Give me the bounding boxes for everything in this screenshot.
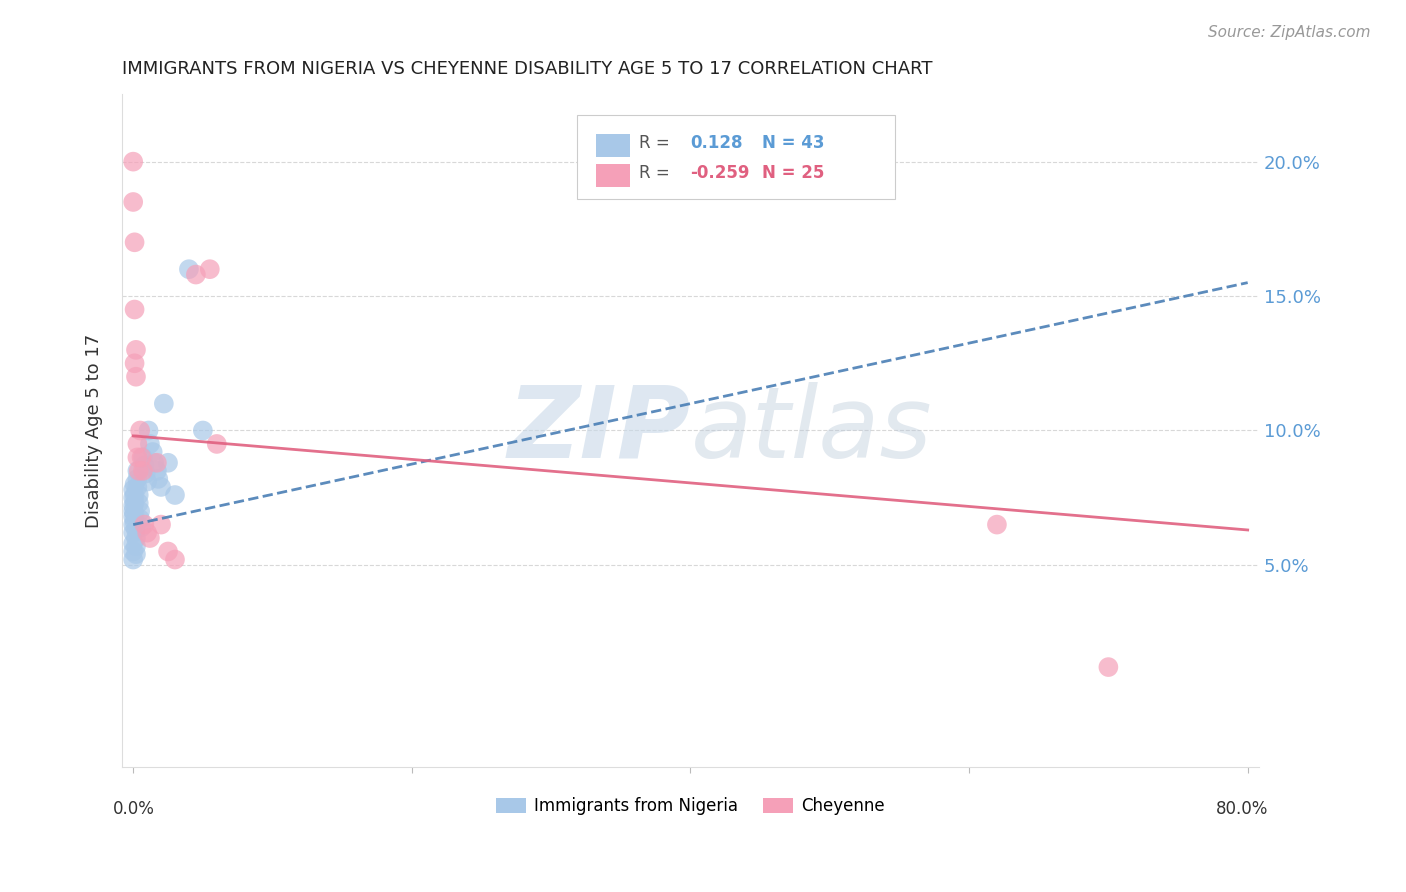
Text: 0.128: 0.128	[690, 135, 742, 153]
Point	[122, 517, 145, 532]
Point	[198, 262, 221, 277]
Point	[142, 445, 165, 459]
Point	[146, 464, 169, 478]
Point	[124, 477, 146, 491]
Text: N = 43: N = 43	[762, 135, 824, 153]
Point	[136, 525, 159, 540]
Point	[139, 437, 162, 451]
Point	[986, 517, 1008, 532]
Point	[122, 194, 145, 209]
Point	[163, 552, 186, 566]
Point	[138, 424, 160, 438]
Point	[127, 472, 149, 486]
Point	[1097, 660, 1119, 674]
Point	[127, 464, 149, 478]
Point	[127, 480, 149, 494]
Point	[132, 464, 155, 478]
Point	[205, 437, 228, 451]
Bar	[596, 134, 630, 157]
Point	[129, 424, 152, 438]
Text: 80.0%: 80.0%	[1216, 799, 1268, 818]
Point	[122, 483, 145, 497]
Point	[132, 450, 155, 465]
Point	[131, 520, 153, 534]
Y-axis label: Disability Age 5 to 17: Disability Age 5 to 17	[86, 334, 103, 528]
Point	[124, 356, 146, 370]
Point	[122, 504, 145, 518]
Point	[191, 424, 214, 438]
Text: ZIP: ZIP	[508, 382, 690, 479]
Text: N = 25: N = 25	[762, 164, 824, 182]
Point	[124, 488, 146, 502]
Point	[125, 369, 148, 384]
Point	[143, 456, 166, 470]
Point	[135, 467, 157, 481]
Point	[122, 491, 145, 505]
Point	[153, 396, 176, 410]
Text: 0.0%: 0.0%	[112, 799, 155, 818]
Point	[129, 504, 152, 518]
Point	[136, 475, 159, 489]
Point	[131, 450, 153, 465]
Point	[124, 507, 146, 521]
Point	[122, 552, 145, 566]
Bar	[596, 163, 630, 186]
Point	[163, 488, 186, 502]
Point	[124, 302, 146, 317]
Text: atlas: atlas	[690, 382, 932, 479]
Point	[124, 235, 146, 250]
Point	[146, 456, 169, 470]
Text: IMMIGRANTS FROM NIGERIA VS CHEYENNE DISABILITY AGE 5 TO 17 CORRELATION CHART: IMMIGRANTS FROM NIGERIA VS CHEYENNE DISA…	[122, 60, 932, 78]
Text: R =: R =	[640, 135, 675, 153]
Point	[157, 544, 180, 558]
Point	[125, 539, 148, 553]
Text: -0.259: -0.259	[690, 164, 749, 182]
Text: R =: R =	[640, 164, 675, 182]
Point	[150, 480, 173, 494]
Point	[122, 525, 145, 540]
Point	[122, 509, 145, 524]
Point	[157, 456, 180, 470]
Point	[124, 515, 146, 529]
Point	[150, 517, 173, 532]
Point	[129, 512, 152, 526]
Point	[127, 437, 149, 451]
Point	[122, 536, 145, 550]
Point	[127, 450, 149, 465]
Point	[125, 343, 148, 357]
Point	[134, 458, 156, 473]
FancyBboxPatch shape	[576, 114, 896, 199]
Point	[125, 547, 148, 561]
Point	[134, 517, 156, 532]
Point	[122, 544, 145, 558]
Point	[177, 262, 200, 277]
Point	[125, 531, 148, 545]
Point	[122, 499, 145, 513]
Point	[122, 154, 145, 169]
Point	[128, 488, 150, 502]
Point	[148, 472, 170, 486]
Point	[128, 496, 150, 510]
Point	[184, 268, 207, 282]
Point	[125, 523, 148, 537]
Point	[124, 496, 146, 510]
Legend: Immigrants from Nigeria, Cheyenne: Immigrants from Nigeria, Cheyenne	[489, 790, 891, 822]
Text: Source: ZipAtlas.com: Source: ZipAtlas.com	[1208, 25, 1371, 40]
Point	[128, 464, 150, 478]
Point	[139, 531, 162, 545]
